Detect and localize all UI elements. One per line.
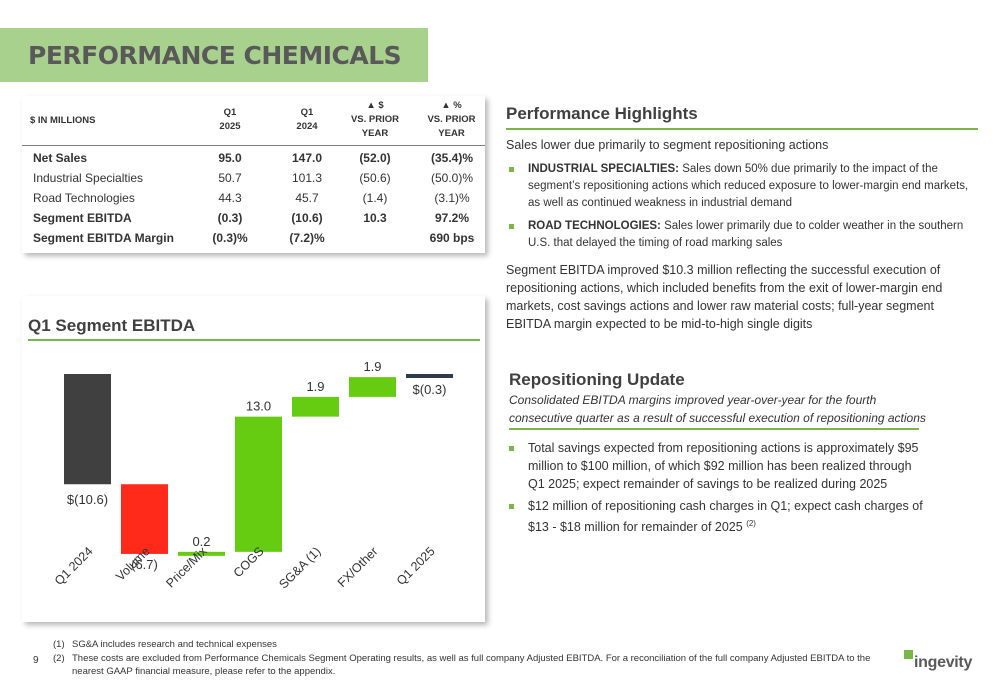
header-q1-2024: Q1 2024	[296, 107, 318, 132]
page-number: 9	[33, 655, 39, 666]
header-dollar-change: ▲ $ VS. PRIOR YEAR	[350, 100, 400, 139]
bullet-marker	[509, 224, 514, 229]
table-row: Road Technologies 44.3 45.7 (1.4) (3.1)%	[33, 191, 470, 205]
table-row: Industrial Specialties 50.7 101.3 (50.6)…	[33, 171, 474, 185]
footnote-2: (2) These costs are excluded from Perfor…	[53, 653, 871, 677]
header-percent-change: ▲ % VS. PRIOR YEAR	[427, 100, 476, 139]
divider	[506, 128, 978, 130]
category-label: FX/Other	[335, 544, 381, 590]
page-title: PERFORMANCE CHEMICALS	[28, 40, 402, 70]
bar-value-label: 1.9	[306, 379, 324, 394]
category-label: Price/Mix	[163, 544, 210, 591]
bar-value-label: 13.0	[246, 399, 271, 414]
waterfall-bar	[64, 374, 111, 485]
bar-value-label: $(0.3)	[413, 382, 447, 397]
bullet-savings: Total savings expected from repositionin…	[506, 439, 926, 493]
repositioning-title: Repositioning Update	[509, 370, 685, 389]
bullet-cash-charges: $12 million of repositioning cash charge…	[506, 497, 926, 536]
highlights-intro: Sales lower due primarily to segment rep…	[506, 138, 829, 152]
waterfall-bar	[349, 377, 396, 397]
title-banner: PERFORMANCE CHEMICALS	[0, 28, 428, 82]
bar-value-label: 0.2	[192, 534, 210, 549]
category-label: SG&A (1)	[276, 544, 323, 591]
logo-mark	[904, 650, 913, 659]
highlights-title: Performance Highlights	[506, 104, 698, 123]
table-row: Segment EBITDA (0.3) (10.6) 10.3 97.2%	[33, 211, 470, 225]
chart-title: Q1 Segment EBITDA	[28, 316, 196, 335]
financial-table: $ IN MILLIONS Q1 2025 Q1 2024 ▲ $ VS. PR…	[22, 96, 485, 253]
table-row: Segment EBITDA Margin (0.3)% (7.2)% 690 …	[33, 231, 475, 245]
bullet-industrial-specialties: INDUSTRIAL SPECIALTIES: Sales down 50% d…	[506, 161, 978, 212]
category-label: Q1 2024	[52, 544, 96, 588]
header-units: $ IN MILLIONS	[30, 115, 96, 126]
bullet-road-technologies: ROAD TECHNOLOGIES: Sales lower primarily…	[506, 218, 978, 252]
header-q1-2025: Q1 2025	[219, 107, 241, 132]
table-header: $ IN MILLIONS Q1 2025 Q1 2024 ▲ $ VS. PR…	[22, 96, 485, 146]
waterfall-bar	[121, 484, 168, 554]
bullet-marker	[509, 167, 514, 172]
bar-value-label: $(10.6)	[67, 492, 108, 507]
ingevity-logo: ingevity	[904, 650, 972, 672]
divider	[509, 428, 919, 430]
ebitda-summary: Segment EBITDA improved $10.3 million re…	[506, 263, 943, 331]
table-row: Net Sales 95.0 147.0 (52.0) (35.4)%	[33, 151, 474, 165]
repositioning-subtitle: Consolidated EBITDA margins improved yea…	[509, 393, 926, 425]
bar-value-label: 1.9	[363, 359, 381, 374]
category-label: Q1 2025	[394, 544, 438, 588]
bar-value-label: (6.7)	[131, 557, 158, 572]
waterfall-bar	[178, 551, 225, 556]
waterfall-bar	[292, 396, 339, 417]
bullet-marker	[509, 504, 514, 509]
divider	[28, 339, 480, 341]
ebitda-chart-panel: Q1 Segment EBITDA $(10.6) Q1 2024 (6.7) Vol…	[22, 296, 485, 622]
bullet-marker	[509, 446, 514, 451]
footnote-1: (1) SG&A includes research and technical…	[53, 639, 277, 650]
waterfall-bar	[406, 374, 453, 378]
waterfall-chart: $(10.6)Q1 2024 (6.7)Volume0.2Price/Mix13.…	[52, 359, 453, 591]
waterfall-bar	[235, 416, 282, 552]
